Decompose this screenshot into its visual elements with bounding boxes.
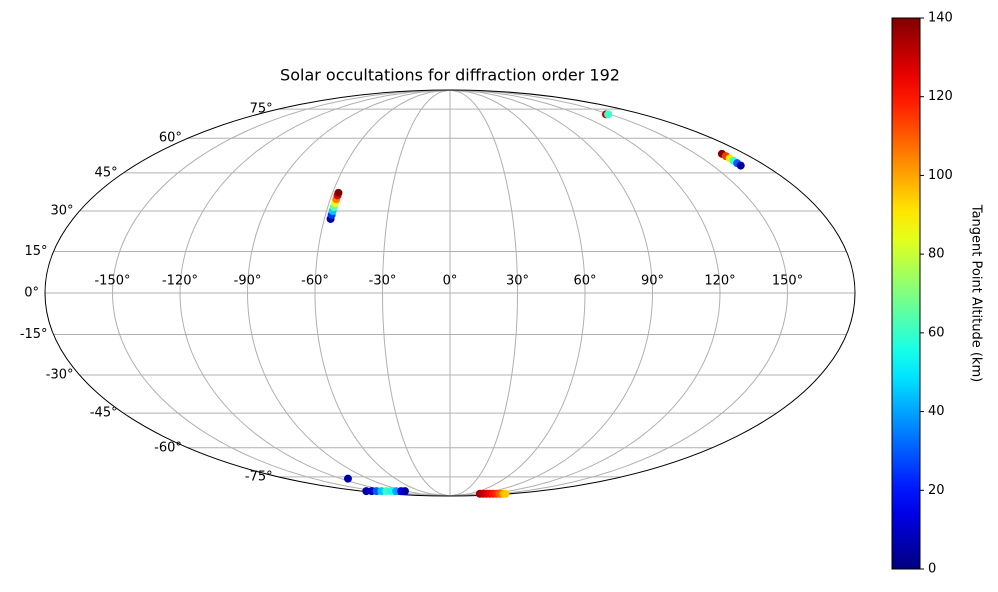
x-tick-label: -30° <box>369 274 397 289</box>
map-boundary <box>44 89 856 497</box>
grid-line <box>111 89 451 497</box>
x-tick-label: 60° <box>573 274 596 289</box>
colorbar-tick-label: 100 <box>928 168 953 183</box>
data-point <box>334 188 343 197</box>
grid-line <box>314 89 451 497</box>
y-tick-label: 60° <box>159 131 182 146</box>
colorbar-tick-label: 40 <box>928 404 945 419</box>
colorbar-tick-label: 20 <box>928 483 945 498</box>
y-tick-label: 0° <box>24 286 39 301</box>
colorbar-tick-label: 0 <box>928 562 936 577</box>
y-tick-label: 45° <box>95 165 118 180</box>
grid-line <box>449 89 789 497</box>
y-tick-label: -15° <box>20 327 48 342</box>
grid-line <box>179 89 451 497</box>
x-tick-label: 90° <box>641 274 664 289</box>
colorbar <box>891 17 921 570</box>
x-tick-label: -90° <box>234 274 262 289</box>
data-point <box>501 489 510 498</box>
x-tick-label: 0° <box>443 274 458 289</box>
colorbar-tick-label: 120 <box>928 89 953 104</box>
grid-line <box>246 89 451 497</box>
x-tick-label: 30° <box>506 274 529 289</box>
y-tick-label: -45° <box>90 406 118 421</box>
x-tick-label: -120° <box>162 274 198 289</box>
x-tick-label: -60° <box>301 274 329 289</box>
x-tick-label: 120° <box>704 274 735 289</box>
y-tick-label: 15° <box>25 244 48 259</box>
x-tick-label: -150° <box>94 274 130 289</box>
colorbar-tick-label: 80 <box>928 247 945 262</box>
grid-line <box>381 89 451 497</box>
grid-line <box>449 89 586 497</box>
colorbar-tick-label: 60 <box>928 325 945 340</box>
data-point <box>343 474 352 483</box>
y-tick-label: -30° <box>46 368 74 383</box>
data-point <box>400 487 409 496</box>
grid-line <box>449 89 519 497</box>
y-tick-label: 30° <box>50 203 73 218</box>
y-tick-label: 75° <box>250 102 273 117</box>
data-point <box>604 110 613 119</box>
x-tick-label: 150° <box>772 274 803 289</box>
data-point <box>736 161 745 170</box>
grid-line <box>449 89 654 497</box>
y-tick-label: -60° <box>154 440 182 455</box>
grid-line <box>449 89 721 497</box>
colorbar-tick-label: 140 <box>928 11 953 26</box>
chart-title: Solar occultations for diffraction order… <box>280 66 620 85</box>
colorbar-label: Tangent Point Altitude (km) <box>969 204 984 382</box>
y-tick-label: -75° <box>245 469 273 484</box>
